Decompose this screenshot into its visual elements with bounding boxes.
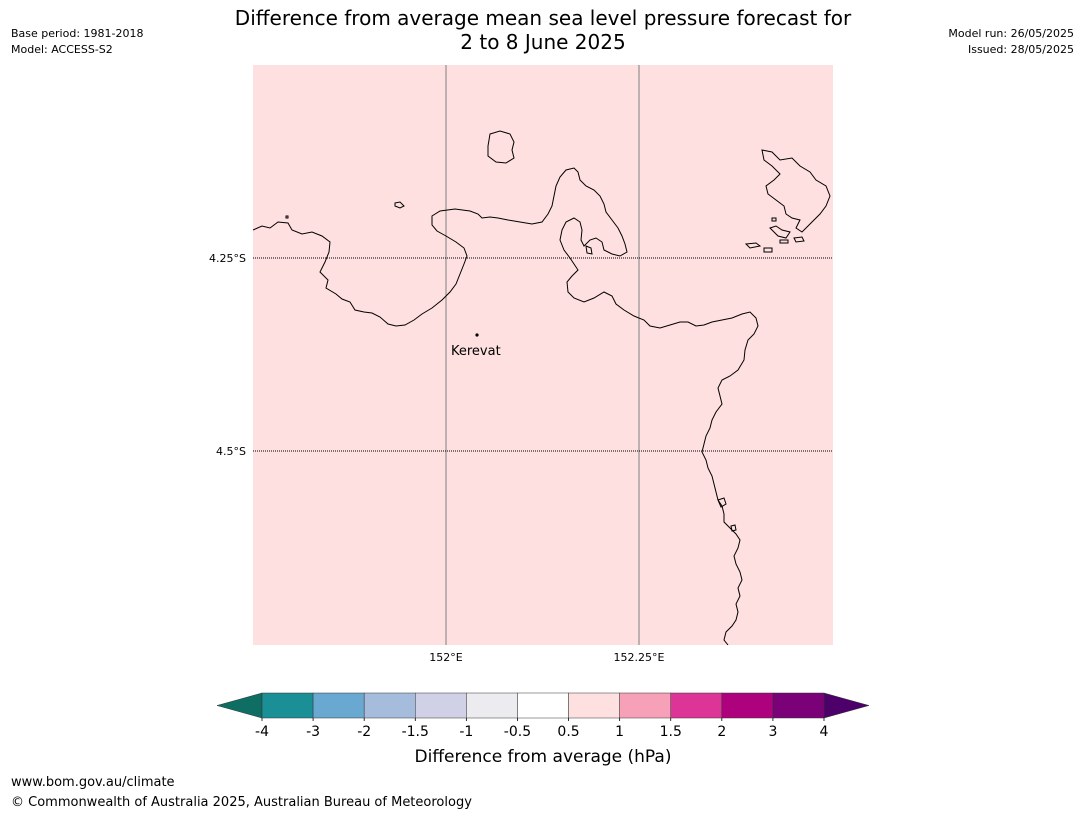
colorbar-segment	[517, 692, 569, 719]
colorbar-tick-label: 1.5	[660, 724, 682, 740]
colorbar-segment	[619, 692, 671, 719]
colorbar-low-extend	[216, 692, 263, 719]
colorbar-tick-label: 4	[820, 724, 829, 740]
footer-copyright: © Commonwealth of Australia 2025, Austra…	[11, 795, 472, 810]
colorbar-tick-label: -2	[357, 724, 371, 740]
model-text: Model: ACCESS-S2	[11, 43, 113, 56]
kerevat-label: Kerevat	[451, 344, 501, 359]
coastline-main	[252, 167, 759, 646]
metadata-left: Base period: 1981-2018 Model: ACCESS-S2	[11, 26, 143, 58]
colorbar-tick-label: -3	[306, 724, 320, 740]
islet-south-1	[717, 497, 727, 508]
footer-url[interactable]: www.bom.gov.au/climate	[11, 775, 175, 790]
colorbar-tick-label: 1	[615, 724, 624, 740]
colorbar-tick-label: 3	[768, 724, 777, 740]
colorbar-segment	[415, 692, 467, 719]
colorbar-segment	[772, 692, 825, 719]
island-northeast	[761, 149, 831, 233]
islet-bay	[585, 245, 593, 255]
colorbar-tick-label: -0.5	[504, 724, 531, 740]
colorbar: -4 -3 -2 -1.5 -1 -0.5 0.5 1 1.5 2 3 4 Difference fr…	[216, 692, 870, 767]
kerevat-marker	[475, 333, 479, 337]
lat-label-4-25s: 4.25°S	[209, 252, 246, 265]
islet-south-2	[730, 524, 737, 532]
islet-ne-6	[769, 225, 791, 239]
colorbar-segment	[670, 692, 723, 719]
islet-ne-2	[763, 247, 773, 253]
model-run-text: Model run: 26/05/2025	[948, 27, 1074, 40]
lon-label-152-25e: 152.25°E	[614, 651, 665, 664]
lon-label-152e: 152°E	[429, 651, 462, 664]
metadata-right: Model run: 26/05/2025 Issued: 28/05/2025	[948, 26, 1074, 58]
base-period-text: Base period: 1981-2018	[11, 27, 144, 40]
colorbar-tick-label: -4	[255, 724, 269, 740]
islet-ne-4	[793, 236, 805, 243]
title-line-2: 2 to 8 June 2025	[460, 30, 626, 54]
colorbar-label: Difference from average (hPa)	[415, 747, 672, 767]
map-panel	[253, 65, 833, 645]
colorbar-tick-label: 0.5	[557, 724, 579, 740]
islet-ne-1	[744, 242, 762, 249]
page-title: Difference from average mean sea level p…	[213, 6, 873, 54]
lat-label-4-5s: 4.5°S	[216, 445, 246, 458]
title-line-1: Difference from average mean sea level p…	[234, 6, 852, 30]
colorbar-segment	[312, 692, 365, 719]
colorbar-segment	[363, 692, 416, 719]
colorbar-tick-label: -1	[459, 724, 473, 740]
colorbar-tick-label: 2	[717, 724, 726, 740]
colorbar-high-extend	[823, 692, 870, 719]
islet-ne-5	[771, 217, 777, 222]
islet-ne-3	[779, 239, 789, 244]
colorbar-tick-label: -1.5	[402, 724, 429, 740]
islet-west	[394, 201, 405, 209]
colorbar-segment	[261, 692, 314, 719]
colorbar-segment	[466, 692, 518, 719]
issued-text: Issued: 28/05/2025	[967, 43, 1074, 56]
colorbar-segment	[568, 692, 620, 719]
island-north	[487, 130, 515, 164]
colorbar-segment	[721, 692, 774, 719]
islet-far-west	[285, 215, 289, 219]
